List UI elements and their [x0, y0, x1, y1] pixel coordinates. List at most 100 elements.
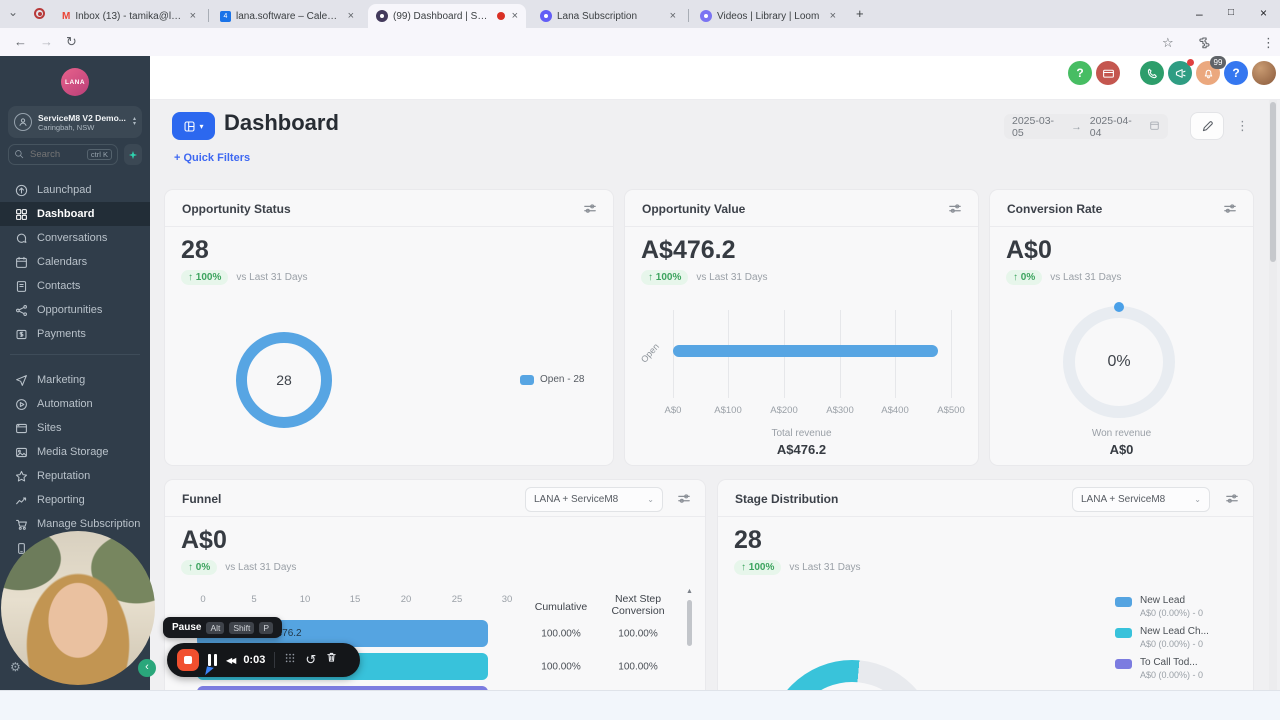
tab-lana-subscription[interactable]: Lana Subscription × [532, 4, 684, 28]
x-tick: A$400 [881, 405, 909, 416]
sidebar-item-marketing[interactable]: Marketing [0, 368, 150, 392]
phone-icon[interactable] [1140, 61, 1164, 85]
stage-filter-dropdown[interactable]: LANA + ServiceM8 ⌄ [1072, 487, 1210, 512]
gauge-center-label: 0% [1107, 353, 1131, 370]
date-range-picker[interactable]: 2025-03-05 → 2025-04-04 [1004, 114, 1168, 139]
tab-close-icon[interactable]: × [347, 10, 354, 22]
page-scrollbar-thumb[interactable] [1270, 102, 1276, 262]
sidebar-item-payments[interactable]: Payments [0, 322, 150, 346]
funnel-filter-dropdown[interactable]: LANA + ServiceM8 ⌄ [525, 487, 663, 512]
date-end[interactable]: 2025-04-04 [1089, 114, 1132, 139]
sidebar-item-automation[interactable]: Automation [0, 392, 150, 416]
webcam-bubble[interactable] [1, 531, 155, 685]
sidebar-item-dashboard[interactable]: Dashboard [0, 202, 150, 226]
x-tick: A$0 [664, 405, 682, 416]
tab-close-icon[interactable]: × [189, 10, 196, 22]
card-filter-icon[interactable] [1223, 202, 1237, 221]
dashboard-menu-kebab-icon[interactable]: ⋮ [1236, 118, 1249, 133]
card-scroll-up-icon[interactable]: ▲ [686, 588, 693, 595]
sidebar-item-conversations[interactable]: Conversations [0, 226, 150, 250]
webcam-collapse-button[interactable]: ‹ [138, 659, 156, 677]
support-button[interactable]: ? [1224, 61, 1248, 85]
location-selector[interactable]: ServiceM8 V2 Demo... Caringbah, NSW ▴ ▾ [8, 106, 142, 138]
bookmark-star-icon[interactable]: ☆ [1162, 35, 1174, 50]
sidebar-item-launchpad[interactable]: Launchpad [0, 178, 150, 202]
user-avatar[interactable] [1252, 61, 1276, 85]
app-topbar: ? 99 ? [150, 56, 1280, 100]
legend-item-new-lead[interactable]: New Lead A$0 (0.00%) - 0 [1115, 594, 1203, 619]
tab-gmail[interactable]: M Inbox (13) - tamika@lana.softw × [54, 4, 204, 28]
sidebar-item-contacts[interactable]: Contacts [0, 274, 150, 298]
x-tick: A$100 [714, 405, 742, 416]
extensions-icon[interactable] [1198, 36, 1211, 54]
tab-dashboard-active[interactable]: (99) Dashboard | ServiceM8 × [368, 4, 526, 28]
dashboard-layout-button[interactable]: ▾ [172, 112, 215, 140]
cursor-pointer-icon [205, 666, 214, 677]
card-title: Conversion Rate [1007, 202, 1103, 216]
chart-footer-value: A$476.2 [776, 442, 827, 457]
sidebar-item-calendars[interactable]: Calendars [0, 250, 150, 274]
sidebar-item-reporting[interactable]: Reporting [0, 488, 150, 512]
browser-tab-strip: ⌄ M Inbox (13) - tamika@lana.softw × 4 l… [0, 0, 1280, 28]
tab-close-icon[interactable]: × [669, 10, 676, 22]
lana-favicon [376, 10, 388, 22]
billing-card-icon[interactable] [1096, 61, 1120, 85]
google-calendar-icon: 4 [220, 10, 231, 22]
tab-loom-library[interactable]: Videos | Library | Loom × [692, 4, 844, 28]
lana-logo: LANA [61, 68, 89, 96]
drag-handle-icon[interactable] [284, 651, 296, 669]
window-maximize-button[interactable]: □ [1228, 7, 1235, 18]
donut-chart: 28 [236, 332, 332, 428]
delete-recording-button[interactable] [325, 651, 338, 669]
forward-button[interactable]: → [40, 34, 53, 49]
tab-calendar[interactable]: 4 lana.software – Calendar - Frid × [212, 4, 362, 28]
sidebar-search[interactable]: ctrl K [8, 144, 118, 165]
card-filter-icon[interactable] [1225, 492, 1239, 511]
sidebar-item-opportunities[interactable]: Opportunities [0, 298, 150, 322]
window-minimize-button[interactable]: – [1196, 7, 1203, 21]
tab-search-chevron-icon[interactable]: ⌄ [8, 5, 19, 19]
card-filter-icon[interactable] [677, 492, 691, 511]
browser-menu-kebab-icon[interactable]: ⋮ [1262, 35, 1275, 50]
sidebar-item-sites[interactable]: Sites [0, 416, 150, 440]
funnel-x-tick: 25 [451, 594, 463, 605]
page-scrollbar-track[interactable] [1269, 100, 1277, 690]
legend-swatch [520, 374, 534, 385]
metric-value: 28 [181, 236, 209, 264]
new-tab-button[interactable]: + [856, 6, 864, 21]
sidebar-item-manage-subscription[interactable]: Manage Subscription [0, 512, 150, 536]
tab-close-icon[interactable]: × [829, 10, 836, 22]
stop-recording-button[interactable] [177, 649, 199, 671]
funnel-bar-3[interactable] [197, 686, 488, 690]
tab-close-icon[interactable]: × [511, 10, 518, 22]
edit-dashboard-button[interactable] [1190, 112, 1224, 140]
card-title: Opportunity Status [182, 202, 291, 216]
windows-taskbar: Search 12 zm ▶ ✂ 2:52 PM 4/04/2025 [0, 690, 1280, 720]
loom-favicon [540, 10, 552, 22]
restart-recording-button[interactable]: ↺ [305, 652, 317, 667]
stage-donut-hole [789, 682, 915, 690]
card-scrollbar-thumb[interactable] [687, 600, 692, 646]
tab-recording-dot-icon [496, 12, 505, 20]
column-header-next-step: Next Step Conversion [611, 593, 665, 617]
search-input[interactable] [28, 148, 83, 161]
quick-filters-link[interactable]: + Quick Filters [174, 152, 251, 164]
reload-button[interactable]: ↻ [66, 34, 77, 49]
sidebar-item-media-storage[interactable]: Media Storage [0, 440, 150, 464]
card-filter-icon[interactable] [948, 202, 962, 221]
legend-item-new-lead-ch[interactable]: New Lead Ch... A$0 (0.00%) - 0 [1115, 625, 1209, 650]
sidebar-settings-gear-icon[interactable]: ⚙ [10, 660, 21, 674]
help-button[interactable]: ? [1068, 61, 1092, 85]
recording-indicator-icon [34, 8, 45, 19]
ai-spark-button[interactable] [124, 144, 142, 165]
window-close-button[interactable]: × [1260, 6, 1268, 20]
card-filter-icon[interactable] [583, 202, 597, 221]
rewind-button[interactable]: ◀◀ [226, 655, 236, 665]
legend-item-to-call[interactable]: To Call Tod... A$0 (0.00%) - 0 [1115, 656, 1203, 681]
sidebar-divider [10, 354, 140, 355]
pause-button[interactable] [205, 654, 217, 677]
notification-count-badge: 99 [1210, 56, 1226, 69]
date-start[interactable]: 2025-03-05 [1012, 114, 1055, 139]
sidebar-item-reputation[interactable]: Reputation [0, 464, 150, 488]
back-button[interactable]: ← [14, 34, 27, 49]
